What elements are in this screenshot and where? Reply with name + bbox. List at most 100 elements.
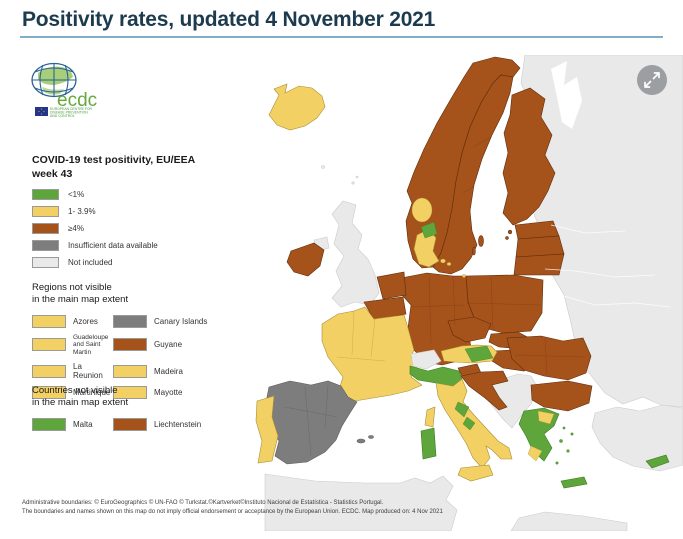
list-item-label: Mayotte [154,388,183,398]
map-region-turkey[interactable] [591,404,683,472]
expand-map-button[interactable] [637,65,667,95]
countries-grid: Malta Liechtenstein [32,417,202,431]
ecdc-globe-icon [31,62,77,98]
legend-swatch [32,206,59,218]
regions-heading-line1: Regions not visible [32,282,112,293]
map-region-sicily[interactable] [457,464,494,482]
map-region-balearics[interactable] [356,435,374,444]
map-region-latvia[interactable] [515,235,565,258]
map-region-bulgaria[interactable] [530,380,593,412]
list-item: Canary Islands [113,314,207,328]
list-item: Madeira [113,362,207,380]
page-title: Positivity rates, updated 4 November 202… [22,8,436,31]
list-item-label: Malta [73,419,93,429]
map-region-switzerland[interactable] [410,349,442,370]
map-region-danish-islands[interactable] [440,258,452,266]
list-item: Mayotte [113,386,207,400]
legend-swatch [32,364,66,378]
ecdc-logo: ecdc EUROPEAN CENTRE FOR DISEASE PREVENT… [31,62,97,118]
map-region-united-kingdom[interactable] [331,200,380,308]
map-region-norway-southwest[interactable] [411,197,433,223]
list-item: Azores [32,314,113,328]
map-region-greek-islands[interactable] [555,426,574,465]
list-item-label: Liechtenstein [154,419,202,429]
map-region-romania[interactable] [506,335,592,381]
map-region-north-africa[interactable] [264,473,458,531]
map-region-belgium[interactable] [363,296,407,321]
legend-item: 1- 3.9% [32,206,195,218]
map-region-spain[interactable] [264,380,358,465]
regions-grid: Azores Canary Islands Guadeloupe and Sai… [32,314,207,400]
title-underline [20,36,663,38]
legend-swatch [113,338,147,352]
list-item: Guadeloupe and Saint Martin [32,334,113,356]
legend-swatch [32,417,66,431]
svg-text:DISEASE PREVENTION: DISEASE PREVENTION [50,111,88,115]
legend-swatch [113,386,147,400]
legend-items: <1% 1- 3.9% ≥4% Insufficient data availa… [32,189,195,269]
map-region-bornholm[interactable] [462,274,466,278]
map-region-sweden[interactable] [432,74,514,275]
map-region-austria-south[interactable] [464,345,494,363]
regions-heading-line2: in the main map extent [32,294,129,306]
legend-swatch [113,417,147,431]
legend-item: ≥4% [32,223,195,235]
regions-block-heading: Regions not visible in the main map exte… [32,282,207,307]
list-item: Martinique [32,386,113,400]
legend-item-label: <1% [68,190,85,200]
list-item: Liechtenstein [113,417,202,431]
expand-icon [644,72,660,88]
list-item-label: La Reunion [73,362,103,381]
map-region-estonia-islands[interactable] [505,229,513,240]
map-region-denmark-north[interactable] [420,221,438,239]
map-region-crete[interactable] [560,476,588,489]
legend-item: Insufficient data available [32,240,195,252]
non-eu-borders [544,224,671,308]
legend-item-label: Insufficient data available [68,241,158,251]
map-region-shetland[interactable] [351,175,359,185]
legend-item-label: 1- 3.9% [68,207,96,217]
legend-swatch [32,223,59,235]
map-region-lithuania[interactable] [513,253,565,276]
map-region-faroe[interactable] [321,165,325,169]
list-item: Malta [32,417,113,431]
countries-heading-line1: Countries not visible [32,385,118,396]
map-region-north-africa-east[interactable] [510,511,628,531]
map-region-portugal[interactable] [255,395,279,464]
map-region-western-balkans[interactable] [482,373,539,429]
map-region-sardinia[interactable] [420,427,437,460]
map-region-netherlands[interactable] [376,271,407,300]
legend-item-label: ≥4% [68,224,84,234]
map-region-greece-north[interactable] [537,410,555,425]
regions-not-visible-block: Regions not visible in the main map exte… [32,282,207,400]
legend-item-label: Not included [68,258,113,268]
map-panel: ecdc EUROPEAN CENTRE FOR DISEASE PREVENT… [0,55,683,539]
svg-text:AND CONTROL: AND CONTROL [50,114,75,118]
map-region-gotland[interactable] [478,235,484,247]
europe-map[interactable] [215,55,683,531]
map-region-cyprus[interactable] [645,454,670,469]
map-region-corsica[interactable] [424,406,436,428]
nuts-boundaries [284,136,586,456]
legend-swatch [32,386,66,400]
legend-swatch [32,338,66,352]
countries-heading-line2: in the main map extent [32,397,129,409]
legend-item: <1% [32,189,195,201]
eu-flag-icon [35,107,48,116]
legend-swatch [113,314,147,328]
map-region-oland[interactable] [472,246,476,256]
map-region-ireland[interactable] [286,242,325,277]
map-region-italy-central[interactable] [454,401,470,418]
map-region-finland[interactable] [502,87,556,226]
map-region-czechia[interactable] [447,316,492,343]
map-disclaimer: Administrative boundaries: © EuroGeograp… [22,499,642,518]
svg-text:EUROPEAN CENTRE FOR: EUROPEAN CENTRE FOR [50,107,93,111]
map-region-italy-central-2[interactable] [462,416,476,431]
countries-not-visible-block: Countries not visible in the main map ex… [32,385,201,431]
map-region-greece-peloponnese[interactable] [527,445,543,462]
legend-title-line2: week 43 [32,167,73,180]
map-region-croatia[interactable] [460,370,509,411]
map-region-france[interactable] [321,306,423,402]
map-region-iceland[interactable] [268,83,326,131]
white-sea [551,61,582,129]
